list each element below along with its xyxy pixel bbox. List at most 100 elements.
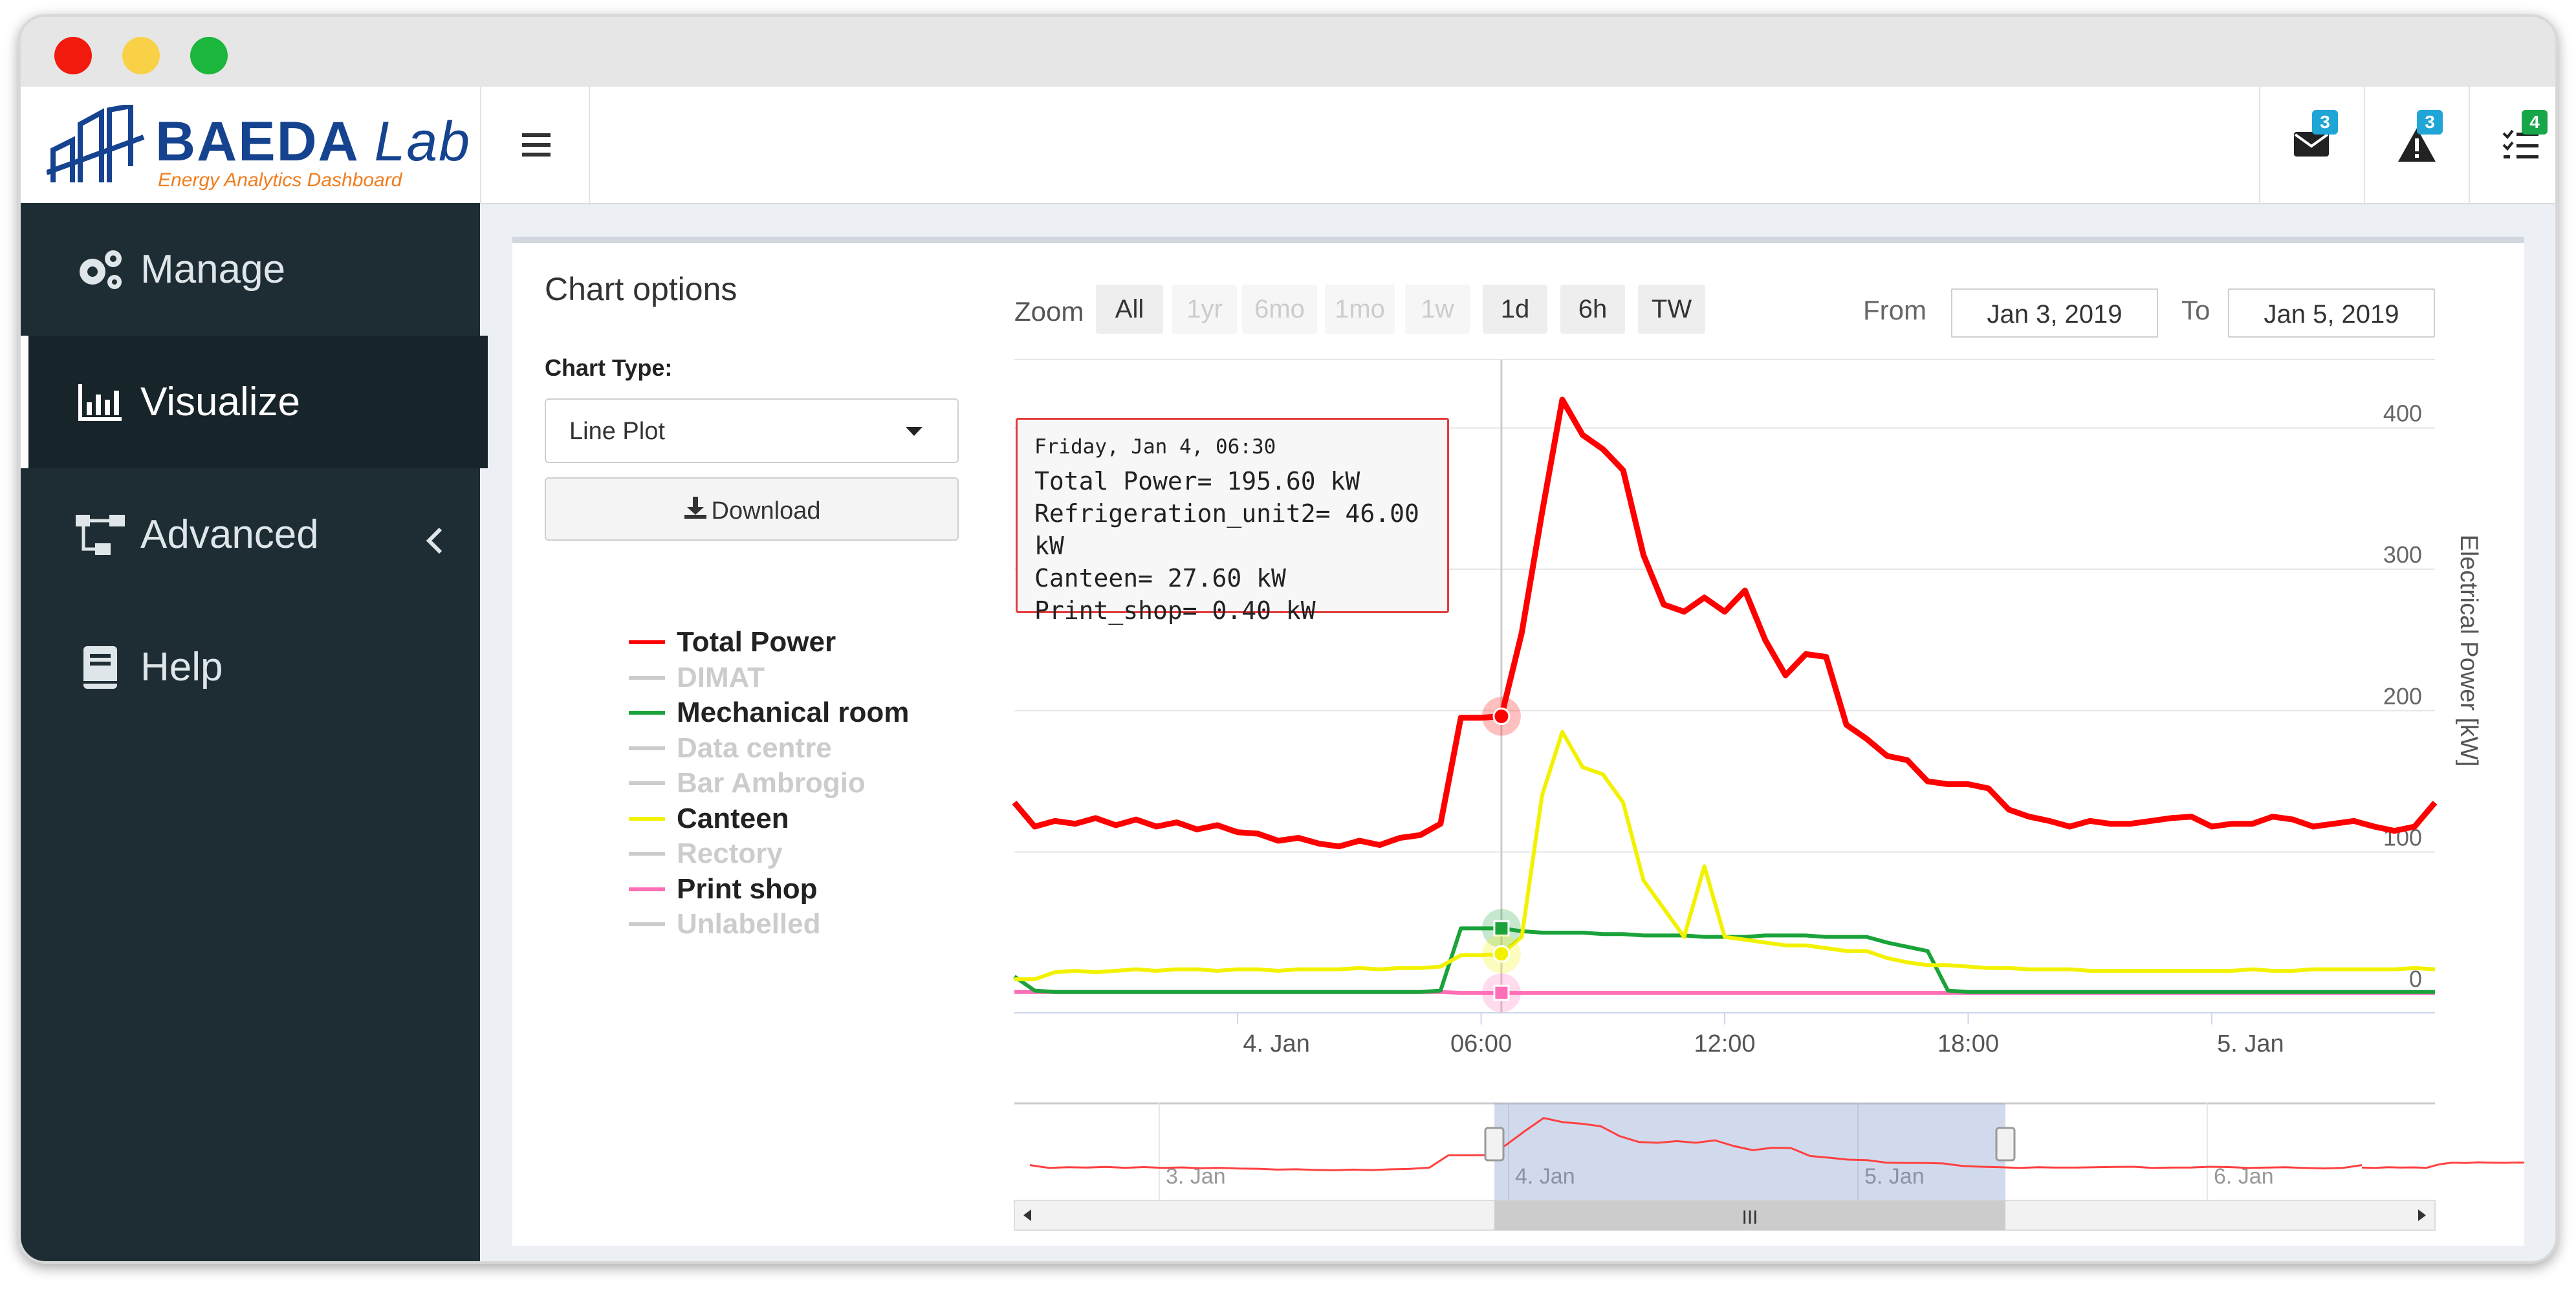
y-axis-title: Electrical Power [kW] xyxy=(2455,535,2482,767)
app-window: BAEDA Lab Energy Analytics Dashboard 3 3… xyxy=(18,14,2558,1264)
zoom-button[interactable]: 1w xyxy=(1405,285,1470,334)
to-date-input[interactable]: Jan 5, 2019 xyxy=(2228,288,2435,338)
x-tick-label: 12:00 xyxy=(1694,1030,1755,1057)
zoom-button[interactable]: 1d xyxy=(1483,285,1547,334)
legend-label: Bar Ambrogio xyxy=(677,767,866,799)
app-logo[interactable]: BAEDA Lab Energy Analytics Dashboard xyxy=(21,87,481,203)
legend-swatch xyxy=(629,816,665,821)
legend-swatch xyxy=(629,640,665,644)
navigator-label: 4. Jan xyxy=(1515,1164,1575,1189)
bar-chart-icon xyxy=(72,374,128,430)
legend-label: Total Power xyxy=(677,626,836,658)
hamburger-icon xyxy=(522,133,551,157)
book-icon xyxy=(72,640,128,695)
legend-swatch xyxy=(629,781,665,785)
zoom-button[interactable]: 6h xyxy=(1560,285,1625,334)
zoom-button[interactable]: TW xyxy=(1638,285,1705,334)
legend-item[interactable]: Total Power xyxy=(629,625,836,660)
caret-down-icon xyxy=(904,426,924,440)
legend-label: DIMAT xyxy=(677,661,765,693)
legend-item[interactable]: Rectory xyxy=(629,836,783,871)
sidebar-item-visualize[interactable]: Visualize xyxy=(21,336,488,468)
sidebar-item-help[interactable]: Help xyxy=(21,601,480,733)
logo-lab: Lab xyxy=(374,111,472,173)
sitemap-icon xyxy=(72,507,128,563)
zoom-button[interactable]: 1yr xyxy=(1172,285,1237,334)
maximize-window-button[interactable] xyxy=(190,37,228,74)
envelope-icon xyxy=(2294,132,2329,157)
legend-item[interactable]: Data centre xyxy=(629,731,832,766)
navigator-selection xyxy=(1494,1103,2005,1207)
legend-label: Data centre xyxy=(677,731,832,764)
messages-count-badge: 3 xyxy=(2312,110,2338,135)
legend-swatch xyxy=(629,852,665,856)
download-button[interactable]: Download xyxy=(545,477,959,541)
minimize-window-button[interactable] xyxy=(122,37,160,74)
chart-type-value: Line Plot xyxy=(569,418,665,445)
legend-swatch xyxy=(629,675,665,680)
navigator-series-tail xyxy=(2361,1161,2524,1169)
series-line-canteen xyxy=(1014,730,2436,982)
legend-item[interactable]: Bar Ambrogio xyxy=(629,766,866,801)
close-window-button[interactable] xyxy=(54,37,92,74)
hover-marker xyxy=(1493,984,1510,1001)
zoom-button[interactable]: All xyxy=(1096,285,1163,334)
chart-type-label: Chart Type: xyxy=(545,354,673,381)
x-tick-label: 18:00 xyxy=(1937,1030,1999,1057)
window-titlebar xyxy=(21,17,2555,87)
x-tick-label: 5. Jan xyxy=(2217,1030,2284,1057)
legend-item[interactable]: Mechanical room xyxy=(629,695,909,730)
scroll-left-arrow-icon xyxy=(1023,1209,1031,1221)
chart-type-select[interactable]: Line Plot xyxy=(545,398,959,463)
navigator-series-line xyxy=(1029,1116,2363,1171)
logo-title: BAEDA Lab xyxy=(155,111,472,173)
legend-item[interactable]: Unlabelled xyxy=(629,907,821,942)
legend-swatch xyxy=(629,922,665,926)
navigator-handle xyxy=(1484,1127,1505,1162)
zoom-button[interactable]: 1mo xyxy=(1325,285,1395,334)
legend-label: Canteen xyxy=(677,802,789,834)
legend-item[interactable]: Print shop xyxy=(629,872,818,907)
legend-label: Print shop xyxy=(677,872,818,905)
download-icon xyxy=(683,495,708,526)
navigator-label: 5. Jan xyxy=(1864,1164,1925,1189)
alerts-count-badge: 3 xyxy=(2417,110,2443,135)
messages-button[interactable]: 3 xyxy=(2259,87,2364,203)
tooltip-line: Canteen= 27.60 kW xyxy=(1034,564,1286,592)
y-tick-label: 400 xyxy=(2383,400,2422,427)
x-tick-label: 4. Jan xyxy=(1243,1030,1310,1057)
legend-item[interactable]: DIMAT xyxy=(629,660,765,695)
to-label: To xyxy=(2181,295,2210,325)
sidebar-item-label: Visualize xyxy=(140,380,301,424)
chevron-left-icon xyxy=(425,519,444,565)
to-date-value: Jan 5, 2019 xyxy=(2264,300,2399,329)
x-tick-label: 06:00 xyxy=(1450,1030,1512,1057)
gears-icon xyxy=(72,242,128,298)
hover-marker xyxy=(1492,708,1511,726)
from-date-input[interactable]: Jan 3, 2019 xyxy=(1951,288,2158,338)
legend-label: Rectory xyxy=(677,838,783,869)
tooltip-line: Total Power= 195.60 kW xyxy=(1034,467,1360,495)
tasks-button[interactable]: 4 xyxy=(2469,87,2555,203)
legend-label: Mechanical room xyxy=(677,697,910,728)
tooltip-header: Friday, Jan 4, 06:30 xyxy=(1034,435,1276,459)
tasks-count-badge: 4 xyxy=(2522,110,2548,135)
legend-item[interactable]: Canteen xyxy=(629,801,789,836)
zoom-label: Zoom xyxy=(1014,296,1084,327)
tooltip-line: Refrigeration_unit2= 46.00 kW xyxy=(1034,499,1419,560)
building-logo-icon xyxy=(47,105,145,182)
tooltip-line: Print_shop= 0.40 kW xyxy=(1034,596,1316,625)
sidebar-item-manage[interactable]: Manage xyxy=(21,203,480,336)
sidebar-item-advanced[interactable]: Advanced xyxy=(21,468,480,601)
warning-icon xyxy=(2398,128,2436,162)
sidebar: Manage Visualize Advanced Help xyxy=(21,203,488,1261)
y-tick-label: 0 xyxy=(2409,966,2422,992)
sidebar-toggle-button[interactable] xyxy=(486,87,590,203)
alerts-button[interactable]: 3 xyxy=(2364,87,2469,203)
zoom-button[interactable]: 6mo xyxy=(1242,285,1317,334)
y-tick-label: 200 xyxy=(2383,683,2422,709)
navigator-handle xyxy=(1995,1127,2016,1162)
chart-panel: Chart options Chart Type: Line Plot Down… xyxy=(512,237,2524,1246)
sidebar-item-label: Manage xyxy=(140,247,286,292)
